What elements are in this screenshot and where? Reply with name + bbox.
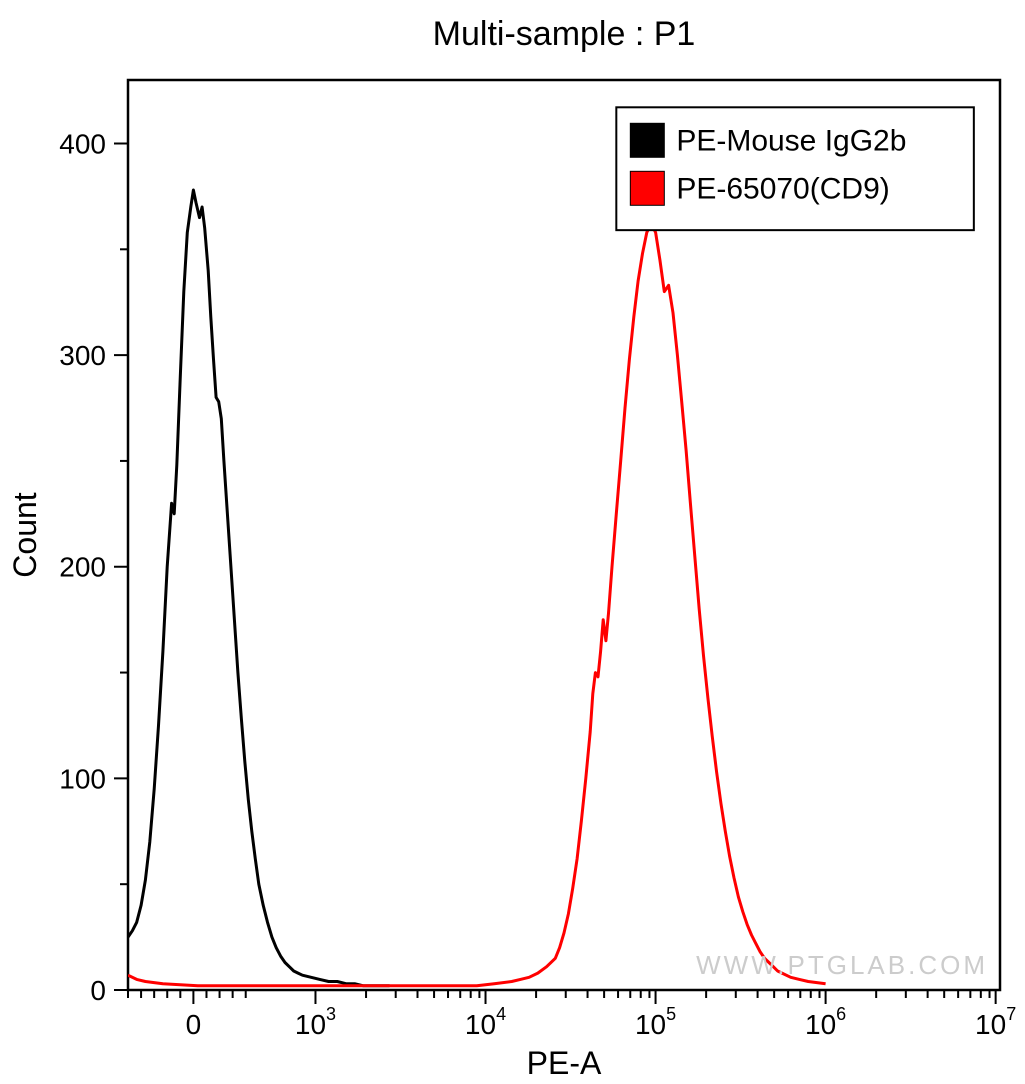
y-tick-label: 100 bbox=[59, 763, 106, 794]
flow-cytometry-histogram: Multi-sample : P10100200300400Count01031… bbox=[0, 0, 1025, 1084]
watermark: WWW.PTGLAB.COM bbox=[696, 950, 988, 980]
y-axis-label: Count bbox=[7, 492, 43, 578]
y-tick-label: 400 bbox=[59, 128, 106, 159]
x-tick-label: 0 bbox=[186, 1009, 202, 1040]
y-tick-label: 0 bbox=[90, 975, 106, 1006]
legend-label: PE-65070(CD9) bbox=[676, 172, 889, 205]
legend-swatch bbox=[630, 171, 664, 205]
y-tick-label: 200 bbox=[59, 552, 106, 583]
legend-swatch bbox=[630, 123, 664, 157]
x-axis-label: PE-A bbox=[527, 1045, 602, 1081]
legend-label: PE-Mouse IgG2b bbox=[676, 124, 906, 157]
y-tick-label: 300 bbox=[59, 340, 106, 371]
chart-title: Multi-sample : P1 bbox=[433, 15, 696, 53]
